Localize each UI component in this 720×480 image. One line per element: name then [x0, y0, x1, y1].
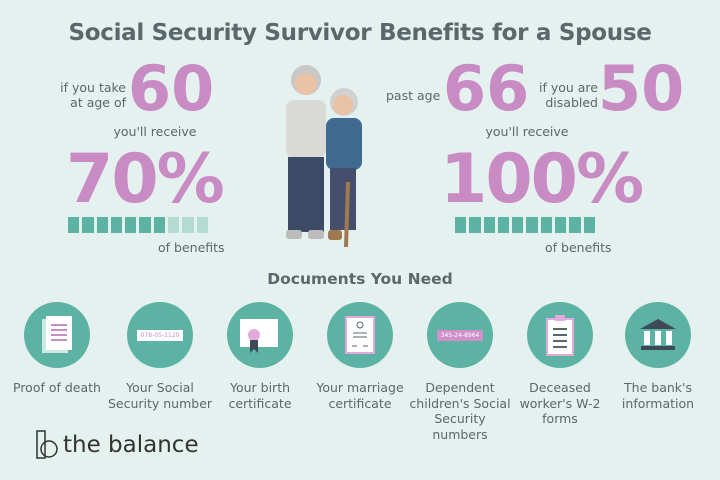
doc-proof-of-death: Proof of death	[2, 302, 112, 396]
left-age: 60	[128, 52, 215, 125]
right-age: 66	[443, 52, 530, 125]
doc-dependent-ssn: 345-24-8964 Dependent children's Social …	[405, 302, 515, 442]
documents-title: Documents You Need	[267, 270, 453, 288]
left-progress-bar	[68, 217, 208, 233]
progress-segment	[196, 217, 208, 233]
progress-segment	[512, 217, 524, 233]
doc-label: Dependent children's Social Security num…	[409, 380, 511, 442]
left-benefits-label: of benefits	[158, 240, 225, 255]
doc-label: The bank's information	[621, 380, 695, 411]
progress-segment	[153, 217, 166, 233]
doc-birth-certificate: Your birth certificate	[205, 302, 315, 411]
right-percent: 100%	[440, 140, 644, 219]
right-progress-bar	[455, 217, 595, 233]
right-benefits-label: of benefits	[545, 240, 612, 255]
brand-name: the balance	[63, 432, 199, 458]
right-disabled-line2: disabled	[545, 95, 598, 110]
progress-segment	[469, 217, 481, 233]
progress-segment	[540, 217, 553, 233]
doc-w2-forms: Deceased worker's W-2 forms	[505, 302, 615, 427]
progress-segment	[483, 217, 495, 233]
ssn-card-text: 345-24-8964	[436, 329, 484, 341]
certificate-icon	[227, 302, 293, 368]
doc-bank-information: The bank's information	[603, 302, 713, 411]
clipboard-icon	[527, 302, 593, 368]
doc-label: Deceased worker's W-2 forms	[519, 380, 601, 426]
left-condition-line1: if you take	[60, 80, 126, 95]
left-condition-line2: at age of	[70, 95, 126, 110]
progress-segment	[182, 217, 194, 233]
ssn-card-icon: 078-05-1120	[127, 302, 193, 368]
right-disabled-age: 50	[598, 52, 685, 125]
progress-segment	[139, 217, 151, 233]
elderly-couple-illustration	[286, 65, 362, 248]
progress-segment	[555, 217, 567, 233]
page-title: Social Security Survivor Benefits for a …	[68, 20, 652, 46]
brand-logo: the balance	[35, 430, 199, 460]
left-receive-label: you'll receive	[113, 124, 197, 139]
progress-segment	[96, 217, 108, 233]
right-disabled-condition: if you are disabled	[532, 80, 598, 110]
right-disabled-line1: if you are	[538, 80, 598, 95]
progress-segment	[68, 217, 80, 233]
left-percent: 70%	[66, 140, 225, 219]
left-condition: if you take at age of	[40, 80, 126, 110]
ssn-card-icon: 345-24-8964	[427, 302, 493, 368]
progress-segment	[497, 217, 510, 233]
progress-segment	[526, 217, 538, 233]
the-balance-logo-icon	[36, 430, 58, 459]
right-condition-label: past age	[386, 88, 441, 103]
doc-label: Proof of death	[13, 380, 101, 395]
doc-label: Your birth certificate	[228, 380, 292, 411]
progress-segment	[168, 217, 180, 233]
right-receive-label: you'll receive	[485, 124, 569, 139]
bank-icon	[625, 302, 691, 368]
doc-social-security-number: 078-05-1120 Your Social Security number	[105, 302, 215, 411]
progress-segment	[569, 217, 581, 233]
doc-marriage-certificate: Your marriage certificate	[305, 302, 415, 411]
progress-segment	[125, 217, 137, 233]
marriage-certificate-icon	[327, 302, 393, 368]
progress-segment	[110, 217, 123, 233]
progress-segment	[82, 217, 94, 233]
doc-label: Your marriage certificate	[316, 380, 404, 411]
doc-label: Your Social Security number	[107, 380, 213, 411]
progress-segment	[583, 217, 595, 233]
progress-segment	[455, 217, 467, 233]
document-icon	[24, 302, 90, 368]
ssn-card-text: 078-05-1120	[136, 329, 184, 341]
